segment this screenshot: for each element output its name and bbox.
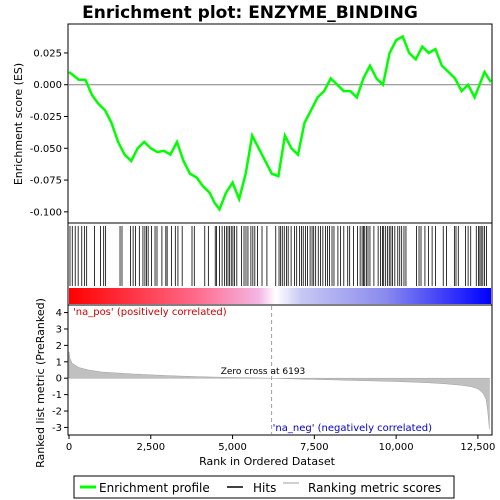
legend-label-metric: Ranking metric scores [308, 481, 441, 495]
enrichment-profile-line [68, 34, 493, 212]
metric-y-axis-label: Ranked list metric (PreRanked) [34, 298, 47, 468]
metric-y-tick-label: 1 [56, 357, 62, 368]
metric-y-tick-label: 4 [56, 308, 62, 319]
metric-y-tick-label: -3 [52, 423, 62, 434]
x-axis-label: Rank in Ordered Dataset [199, 455, 336, 468]
legend-label-enrichment: Enrichment profile [99, 481, 210, 495]
x-tick-label: 5,000 [218, 442, 247, 453]
neg-correlated-label: 'na_neg' (negatively correlated) [273, 423, 432, 434]
chart-title: Enrichment plot: ENZYME_BINDING [82, 3, 418, 23]
metric-y-tick-label: -2 [52, 407, 62, 418]
x-axis: 0 2,500 5,000 7,500 10,000 12,500 [66, 435, 495, 453]
x-tick-label: 2,500 [136, 442, 165, 453]
metric-y-tick-label: 0 [56, 374, 62, 385]
x-tick-label: 12,500 [460, 442, 495, 453]
x-tick-label: 10,000 [379, 442, 414, 453]
x-tick-label: 0 [66, 442, 72, 453]
metric-y-tick-label: -1 [52, 390, 62, 401]
metric-panel-frame [67, 304, 493, 436]
es-y-axis-label: Enrichment score (ES) [12, 63, 25, 185]
es-y-axis: 0.025 0.000 -0.025 -0.050 -0.075 -0.100 [30, 48, 68, 218]
metric-y-axis: 4 3 2 1 0 -1 -2 -3 [52, 308, 68, 434]
legend: Enrichment profile Hits Ranking metric s… [73, 475, 455, 499]
es-y-tick-label: 0.025 [33, 48, 62, 59]
legend-box [73, 475, 455, 499]
zero-cross-label: Zero cross at 6193 [221, 367, 306, 377]
es-y-tick-label: -0.075 [30, 176, 62, 187]
es-y-tick-label: -0.050 [30, 144, 62, 155]
metric-y-tick-label: 2 [56, 341, 62, 352]
x-tick-label: 7,500 [300, 442, 329, 453]
ranking-metric-area [68, 351, 490, 430]
pos-correlated-label: 'na_pos' (positively correlated) [73, 307, 227, 318]
es-y-tick-label: -0.100 [30, 207, 62, 218]
rank-color-bar [69, 288, 491, 304]
es-y-tick-label: 0.000 [33, 80, 62, 91]
metric-y-tick-label: 3 [56, 324, 62, 335]
legend-label-hits: Hits [253, 481, 276, 495]
es-y-tick-label: -0.025 [30, 112, 62, 123]
hits-marks [69, 226, 487, 286]
